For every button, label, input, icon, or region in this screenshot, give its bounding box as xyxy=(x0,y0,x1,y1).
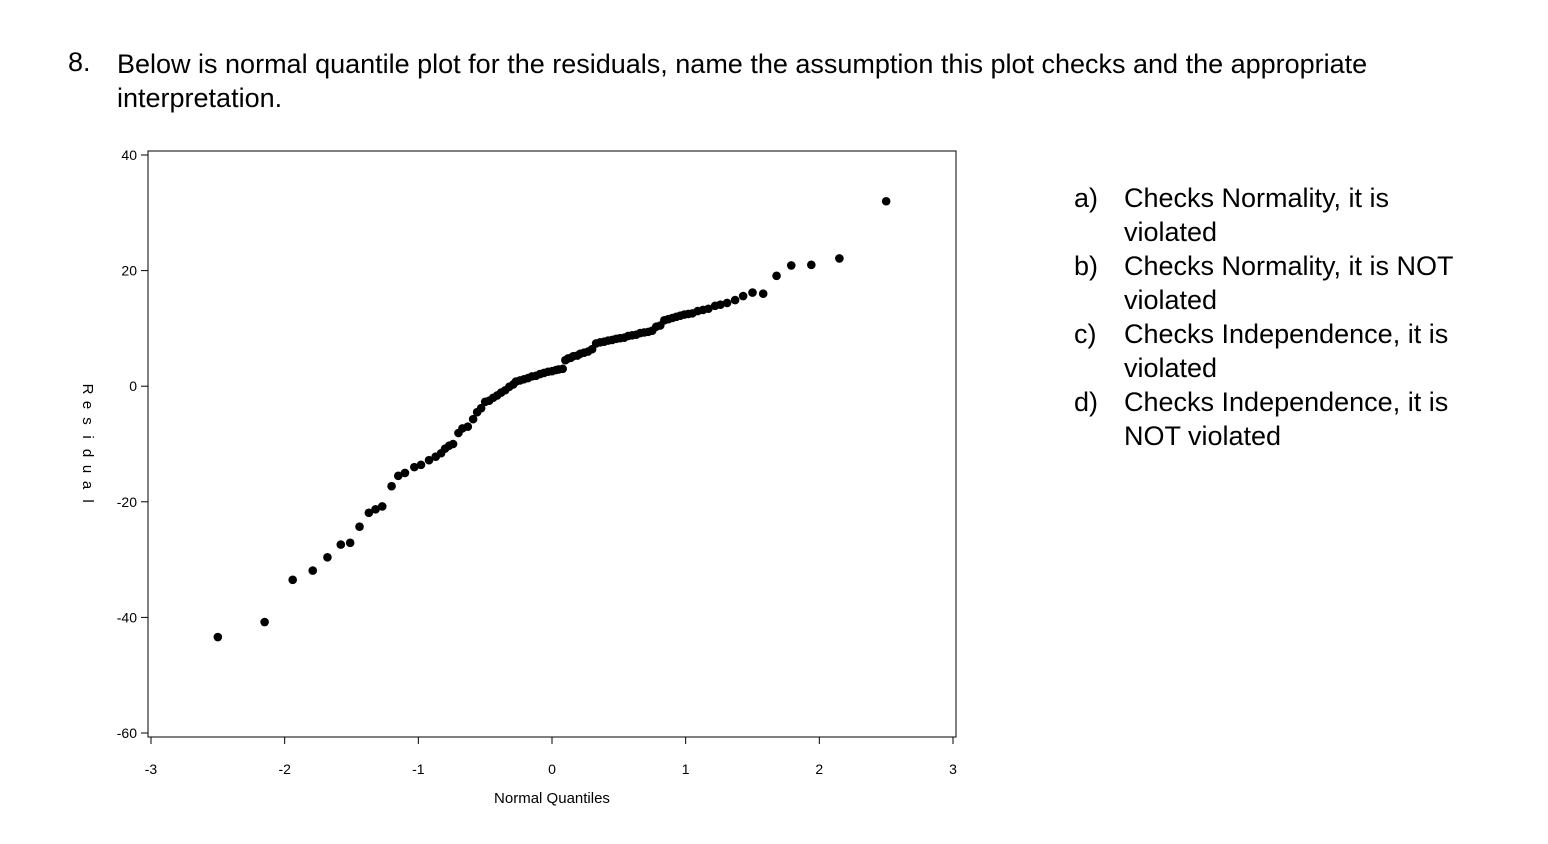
option-text: Checks Normality, it is violated xyxy=(1124,183,1390,247)
data-point xyxy=(393,471,403,481)
option-letter: d) xyxy=(1074,387,1099,417)
option-a[interactable]: a) Checks Normality, it is violated xyxy=(1074,181,1489,249)
option-b[interactable]: b) Checks Normality, it is NOT violated xyxy=(1074,249,1489,317)
data-point xyxy=(345,538,355,548)
data-point xyxy=(772,271,781,281)
data-point xyxy=(758,289,768,299)
y-axis-ticks: 40 20 0 -20 -40 -60 xyxy=(117,147,148,741)
x-tick-label: 1 xyxy=(682,761,690,777)
x-tick-label: -3 xyxy=(145,761,158,777)
data-point xyxy=(738,291,748,301)
data-point xyxy=(476,403,486,413)
data-point xyxy=(748,288,757,297)
y-tick-label: 20 xyxy=(121,263,137,279)
y-tick-label: 0 xyxy=(129,378,137,394)
y-axis-label-letter: a xyxy=(79,481,96,490)
option-text: Checks Normality, it is NOT violated xyxy=(1124,251,1454,315)
data-point xyxy=(355,522,364,531)
y-axis-label-letter: u xyxy=(79,465,96,473)
data-point xyxy=(416,460,426,470)
x-tick-label: 0 xyxy=(548,761,556,777)
option-letter: a) xyxy=(1074,183,1099,213)
data-point xyxy=(213,632,223,642)
question-number: 8. xyxy=(68,47,91,77)
data-point xyxy=(377,502,387,511)
data-point xyxy=(730,295,740,305)
option-text: Checks Independence, it is violated xyxy=(1124,319,1449,383)
data-point xyxy=(704,304,713,314)
data-point xyxy=(786,261,796,270)
x-axis-label: Normal Quantiles xyxy=(494,790,610,807)
y-axis-label-letter: l xyxy=(79,499,96,502)
x-axis-ticks: -3 -2 -1 0 1 2 3 xyxy=(145,737,957,777)
y-tick-label: -60 xyxy=(117,725,137,741)
y-axis-label-letter: s xyxy=(79,417,96,425)
x-tick-label: -1 xyxy=(412,761,425,777)
data-point xyxy=(364,508,374,518)
data-point xyxy=(558,364,567,374)
x-tick-label: 2 xyxy=(815,761,823,777)
data-point xyxy=(288,575,297,585)
data-point xyxy=(835,254,844,263)
y-axis-label-letter: d xyxy=(79,449,96,457)
data-point xyxy=(371,505,380,514)
plot-frame xyxy=(147,150,957,738)
y-tick-label: -40 xyxy=(117,609,137,625)
data-point xyxy=(448,439,458,449)
data-points xyxy=(213,196,891,642)
y-axis-label-letter: i xyxy=(79,435,96,438)
data-point xyxy=(463,422,473,431)
y-axis-label: Res i dua l xyxy=(79,384,96,503)
question-text: Below is normal quantile plot for the re… xyxy=(117,49,1368,113)
answer-options: a) Checks Normality, it is violated b) C… xyxy=(1074,181,1489,453)
data-point xyxy=(881,196,891,206)
data-point xyxy=(323,552,332,562)
y-axis-label-letter: e xyxy=(79,401,96,409)
data-point xyxy=(308,566,318,575)
data-point xyxy=(722,298,732,308)
normal-quantile-plot: 40 20 0 -20 -40 -60 -3 -2 -1 0 1 2 3 Normal Quantil… xyxy=(79,147,957,807)
data-point xyxy=(387,481,396,491)
option-letter: b) xyxy=(1074,251,1099,281)
data-point xyxy=(468,414,478,424)
option-d[interactable]: d) Checks Independence, it is NOT violat… xyxy=(1074,385,1489,453)
data-point xyxy=(400,468,410,478)
option-text: Checks Independence, it is NOT violated xyxy=(1124,387,1449,451)
x-tick-label: -2 xyxy=(278,761,291,777)
option-c[interactable]: c) Checks Independence, it is violated xyxy=(1074,317,1489,385)
y-tick-label: 40 xyxy=(121,147,137,163)
data-point xyxy=(260,617,269,627)
option-letter: c) xyxy=(1074,319,1097,349)
data-point xyxy=(807,260,816,270)
y-axis-label-letter: R xyxy=(79,384,96,395)
data-point xyxy=(336,540,346,549)
data-point xyxy=(410,462,419,472)
x-tick-label: 3 xyxy=(949,761,957,777)
y-tick-label: -20 xyxy=(117,494,137,510)
data-point xyxy=(716,300,725,310)
data-point xyxy=(424,455,434,465)
